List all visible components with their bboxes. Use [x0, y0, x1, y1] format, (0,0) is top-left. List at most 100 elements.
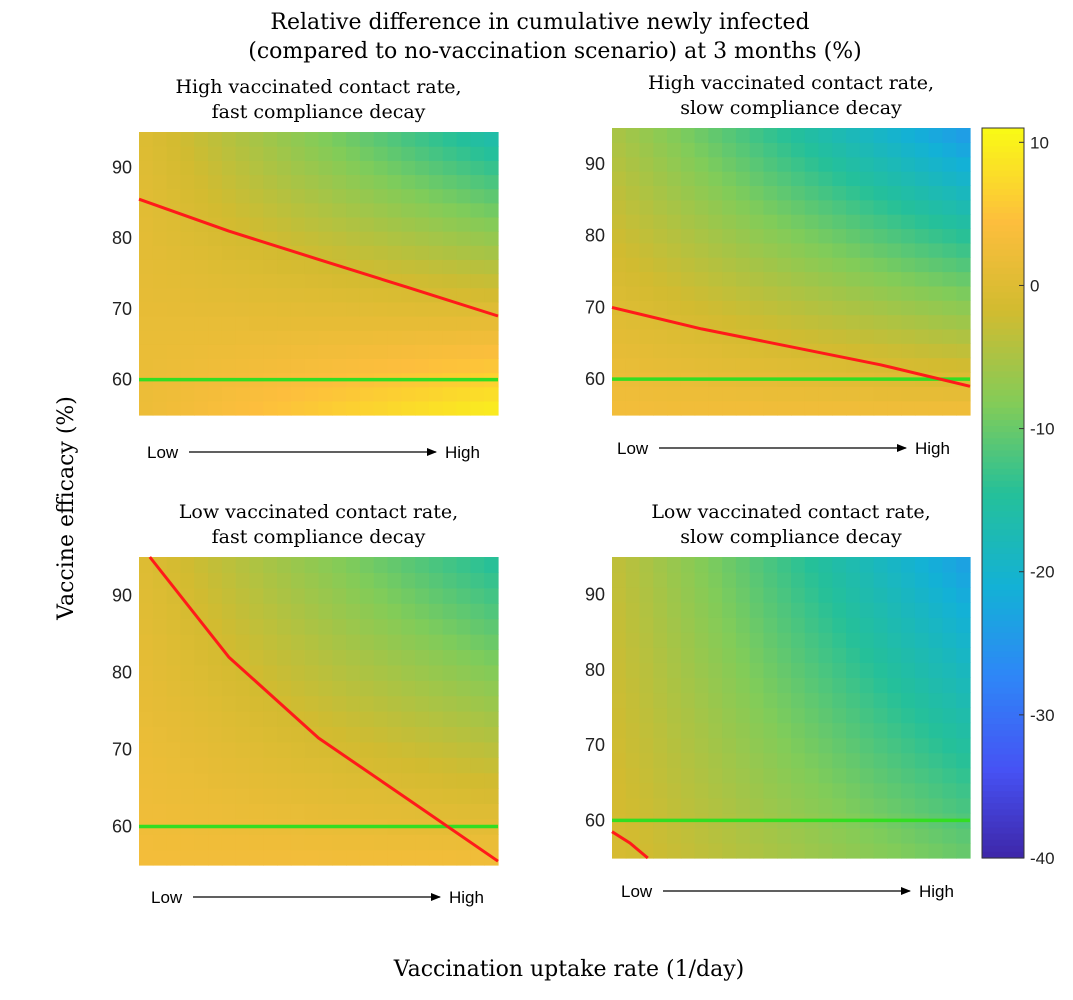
- heatmap-cell: [152, 849, 168, 866]
- heatmap-cell: [456, 160, 471, 176]
- heatmap-cell: [428, 788, 444, 804]
- heatmap-cell: [694, 617, 709, 633]
- heatmap-cell: [249, 741, 264, 758]
- heatmap-cell: [139, 287, 154, 303]
- heatmap-cell: [359, 174, 375, 190]
- heatmap-cell: [415, 202, 430, 218]
- heatmap-cell: [846, 677, 861, 694]
- heatmap-cell: [166, 557, 182, 573]
- heatmap-cell: [318, 572, 333, 589]
- heatmap-cell: [680, 692, 696, 709]
- heatmap-cell: [956, 572, 971, 588]
- heatmap-cell: [749, 617, 765, 633]
- heatmap-cell: [708, 767, 723, 784]
- heatmap-cell: [735, 228, 751, 244]
- subplot-title-line2: slow compliance decay: [680, 97, 902, 119]
- heatmap-cell: [956, 128, 971, 143]
- heatmap-cell: [290, 741, 306, 758]
- heatmap-cell: [194, 188, 209, 204]
- heatmap-cell: [277, 664, 292, 681]
- colorbar-swatch: [982, 456, 1024, 464]
- heatmap-cell: [832, 827, 847, 844]
- heatmap-cell: [859, 767, 875, 784]
- heatmap-cell: [346, 245, 361, 260]
- heatmap-cell: [777, 271, 792, 287]
- heatmap-cell: [680, 737, 696, 754]
- heatmap-cell: [901, 242, 916, 258]
- heatmap-cell: [928, 199, 944, 215]
- heatmap-cell: [901, 343, 916, 359]
- heatmap-cell: [304, 216, 320, 232]
- heatmap-cell: [484, 146, 499, 161]
- heatmap-cell: [456, 788, 471, 804]
- heatmap-cell: [846, 343, 861, 359]
- heatmap-cell: [249, 330, 264, 345]
- colorbar-swatch: [982, 237, 1024, 245]
- heatmap-cell: [235, 634, 251, 650]
- heatmap-cell: [942, 142, 957, 158]
- heatmap-cell: [428, 603, 444, 620]
- heatmap-cell: [846, 400, 861, 416]
- heatmap-cell: [653, 572, 668, 588]
- heatmap-cell: [235, 330, 251, 345]
- heatmap-cell: [401, 803, 416, 820]
- colorbar-swatch: [982, 267, 1024, 275]
- heatmap-cell: [318, 803, 333, 820]
- heatmap-cell: [332, 132, 347, 147]
- heatmap-cell: [249, 557, 264, 573]
- red-line: [611, 305, 971, 388]
- heatmap-cell: [415, 695, 430, 712]
- heatmap-cell: [208, 680, 223, 697]
- heatmap-cell: [887, 737, 902, 754]
- heatmap-cell: [318, 301, 333, 317]
- heatmap-cell: [653, 257, 668, 273]
- heatmap-cell: [749, 156, 765, 172]
- heatmap-cell: [832, 386, 847, 402]
- heatmap-cell: [901, 722, 916, 739]
- heatmap-cell: [763, 767, 778, 784]
- heatmap-cell: [194, 245, 209, 260]
- heatmap-cell: [442, 664, 458, 681]
- heatmap-cell: [956, 314, 971, 330]
- heatmap-cell: [318, 711, 333, 727]
- heatmap-cell: [139, 834, 154, 851]
- heatmap-cell: [722, 842, 737, 859]
- heatmap-cell: [914, 587, 930, 603]
- heatmap-cell: [763, 314, 778, 330]
- heatmap-cell: [804, 300, 820, 316]
- heatmap-cell: [914, 602, 930, 618]
- heatmap-cell: [442, 711, 458, 727]
- heatmap-cell: [263, 216, 278, 232]
- heatmap-cell: [763, 285, 778, 301]
- heatmap-cell: [914, 752, 930, 769]
- heatmap-cell: [667, 692, 682, 709]
- heatmap-cell: [735, 632, 751, 648]
- heatmap-cell: [791, 677, 806, 694]
- heatmap-cell: [763, 722, 778, 739]
- heatmap-cell: [639, 587, 654, 603]
- heatmap-cell: [942, 782, 957, 799]
- heatmap-cell: [901, 767, 916, 784]
- heatmap-cell: [859, 343, 875, 359]
- heatmap-cell: [901, 285, 916, 301]
- heatmap-cell: [914, 692, 930, 709]
- heatmap-cell: [763, 400, 778, 416]
- heatmap-cell: [277, 231, 292, 246]
- heatmap-cell: [680, 647, 696, 663]
- heatmap-cell: [359, 287, 375, 303]
- heatmap-cell: [139, 572, 154, 589]
- heatmap-cell: [456, 132, 471, 147]
- colorbar-swatch: [982, 401, 1024, 409]
- heatmap-cell: [722, 285, 737, 301]
- heatmap-cell: [763, 156, 778, 172]
- colorbar-frame: [981, 127, 1025, 859]
- heatmap-cell: [722, 617, 737, 633]
- heatmap-cell: [735, 662, 751, 678]
- heatmap-cell: [612, 557, 627, 573]
- heatmap-cell: [928, 782, 944, 799]
- heatmap-cell: [166, 400, 182, 416]
- heatmap-cell: [208, 834, 223, 851]
- heatmap-cell: [846, 662, 861, 678]
- heatmap-cell: [194, 634, 209, 650]
- heatmap-cell: [625, 156, 641, 172]
